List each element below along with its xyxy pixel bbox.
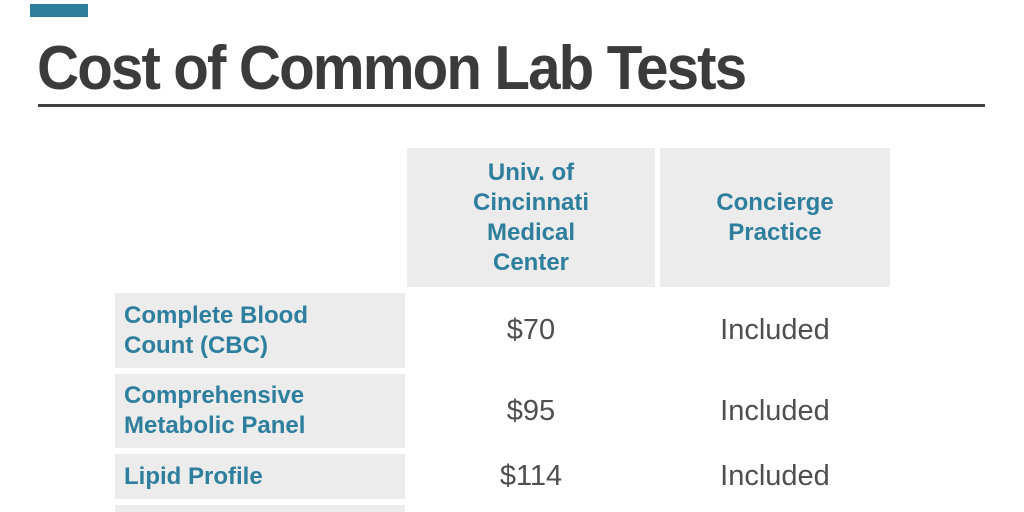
- accent-bar: [30, 4, 88, 17]
- cell-cbc-concierge-cost: Included: [720, 314, 830, 346]
- column-header-label: Concierge Practice: [716, 188, 834, 246]
- cell-metabolic-uc-cost: $95: [506, 394, 556, 427]
- cell-lipid-uc-cost: $114: [499, 460, 563, 492]
- table-row-label-metabolic-panel: Comprehensive Metabolic Panel: [115, 374, 405, 448]
- table-row-label-cbc: Complete Blood Count (CBC): [115, 293, 405, 368]
- column-header-uc-medical-center: Univ. of Cincinnati Medical Center: [407, 148, 655, 287]
- column-header-label: Univ. of Cincinnati Medical Center: [472, 158, 589, 276]
- table-row-partial: [115, 505, 405, 512]
- cell-cbc-uc-cost: $70: [506, 314, 556, 346]
- table-row-label-lipid-profile: Lipid Profile: [115, 454, 405, 499]
- row-label-text: Complete Blood Count (CBC): [124, 301, 308, 359]
- cell-lipid-concierge-cost: Included: [720, 460, 830, 492]
- page-title: Cost of Common Lab Tests: [37, 34, 747, 103]
- row-label-text: Lipid Profile: [124, 462, 263, 490]
- cell-metabolic-concierge-cost: Included: [720, 394, 830, 427]
- row-label-text: Comprehensive Metabolic Panel: [124, 382, 306, 439]
- column-header-concierge-practice: Concierge Practice: [660, 148, 890, 287]
- title-underline: [38, 104, 985, 107]
